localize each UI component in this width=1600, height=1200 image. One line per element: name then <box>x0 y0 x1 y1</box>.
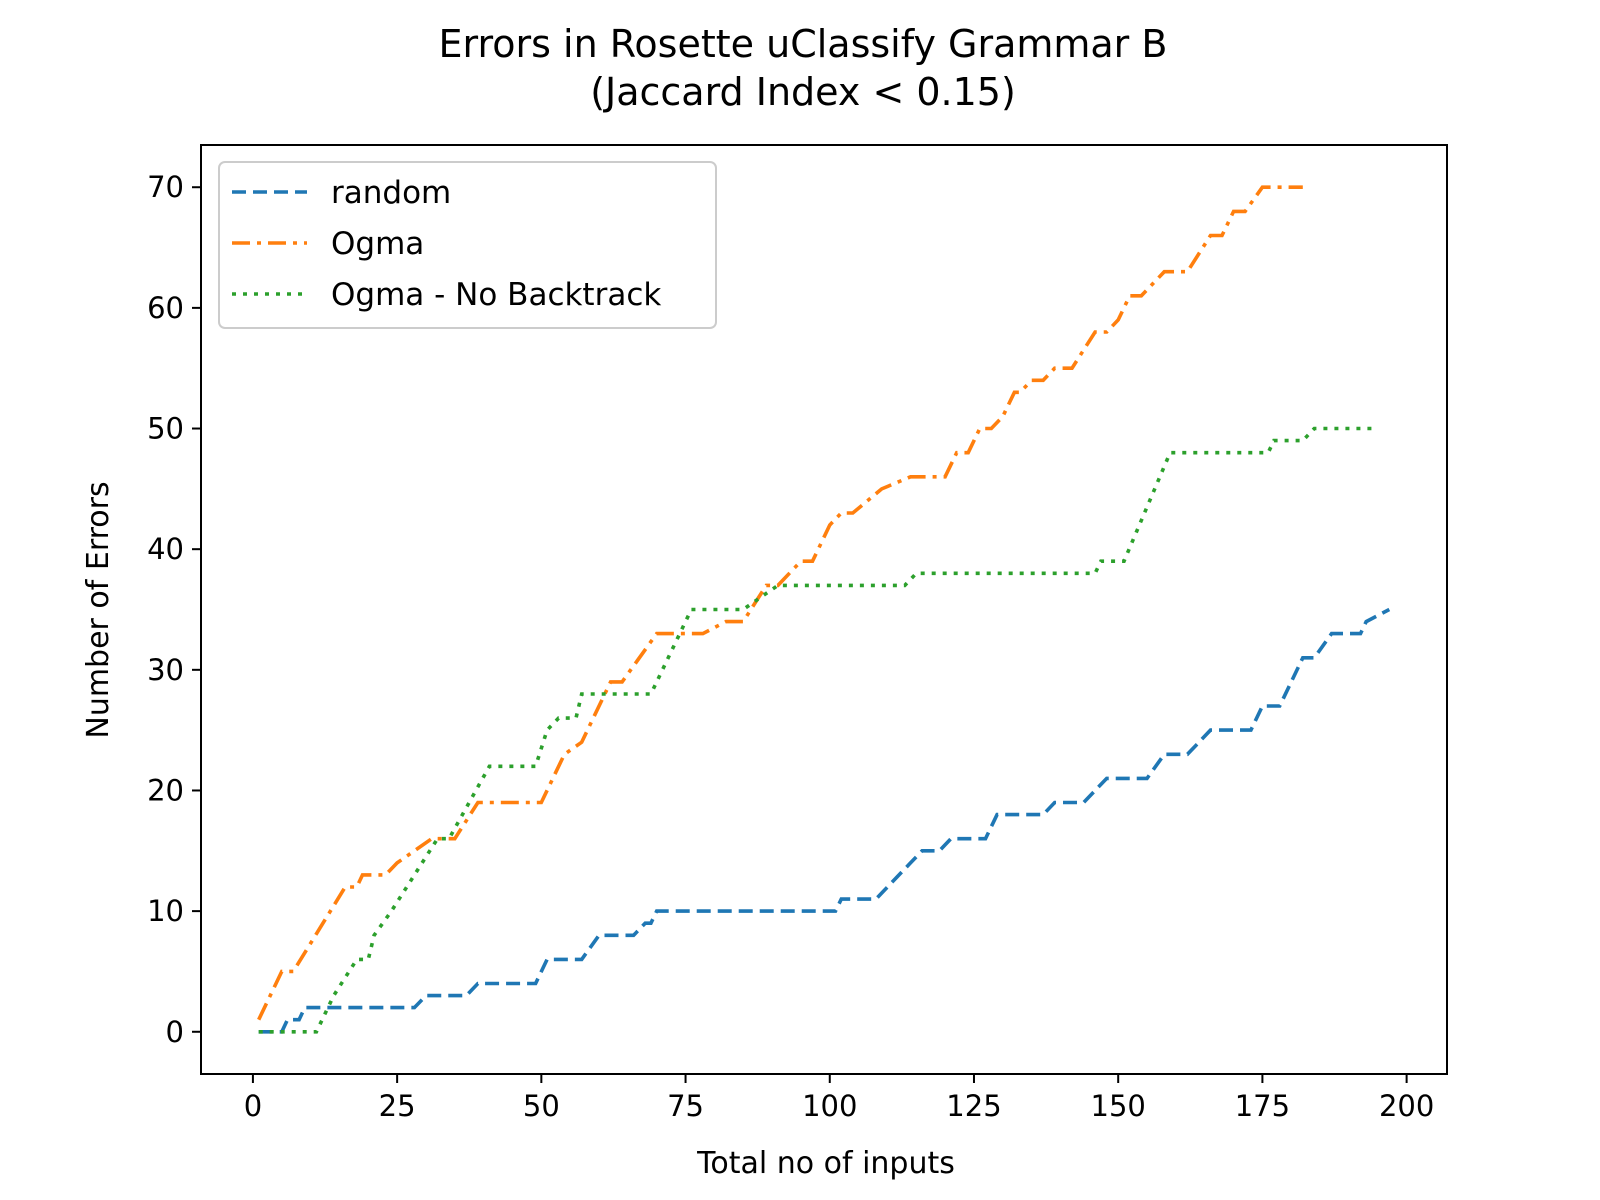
x-axis-label: Total no of inputs <box>696 1146 955 1181</box>
x-tick-label: 50 <box>523 1089 560 1123</box>
y-tick-label: 60 <box>147 291 184 325</box>
plot-frame <box>200 144 1448 1075</box>
x-tick-label: 200 <box>1379 1089 1434 1123</box>
y-axis-ticks: 0 10 20 30 40 50 60 70 <box>147 170 201 1049</box>
x-axis-ticks: 0 25 50 75 100 125 150 175 200 <box>244 1074 1434 1123</box>
y-tick-label: 70 <box>147 170 184 204</box>
y-tick-label: 10 <box>147 894 184 928</box>
series-line-0 <box>258 607 1391 1034</box>
legend-label-0: random <box>331 175 451 211</box>
x-tick-label: 125 <box>946 1089 1001 1123</box>
x-tick-label: 25 <box>379 1089 416 1123</box>
legend-label-1: Ogma <box>331 226 424 262</box>
y-axis-label: Number of Errors <box>81 481 116 738</box>
series-layer <box>257 185 1391 1034</box>
x-tick-label: 75 <box>667 1089 704 1123</box>
y-tick-label: 30 <box>147 653 184 687</box>
y-tick-label: 40 <box>147 532 184 566</box>
legend-label-2: Ogma - No Backtrack <box>331 277 661 313</box>
y-tick-label: 50 <box>147 412 184 446</box>
series-line-2 <box>258 426 1378 1034</box>
x-tick-label: 150 <box>1091 1089 1146 1123</box>
x-tick-label: 0 <box>244 1089 262 1123</box>
x-tick-label: 100 <box>802 1089 857 1123</box>
series-line-1 <box>257 185 1303 1021</box>
legend: random Ogma Ogma - No Backtrack <box>218 161 717 329</box>
chart-title-line-1: Errors in Rosette uClassify Grammar B <box>439 22 1168 66</box>
y-tick-label: 0 <box>166 1015 184 1049</box>
x-tick-label: 175 <box>1235 1089 1290 1123</box>
legend-box <box>218 161 717 329</box>
chart-title-line-2: (Jaccard Index < 0.15) <box>590 70 1016 114</box>
y-tick-label: 20 <box>147 773 184 807</box>
